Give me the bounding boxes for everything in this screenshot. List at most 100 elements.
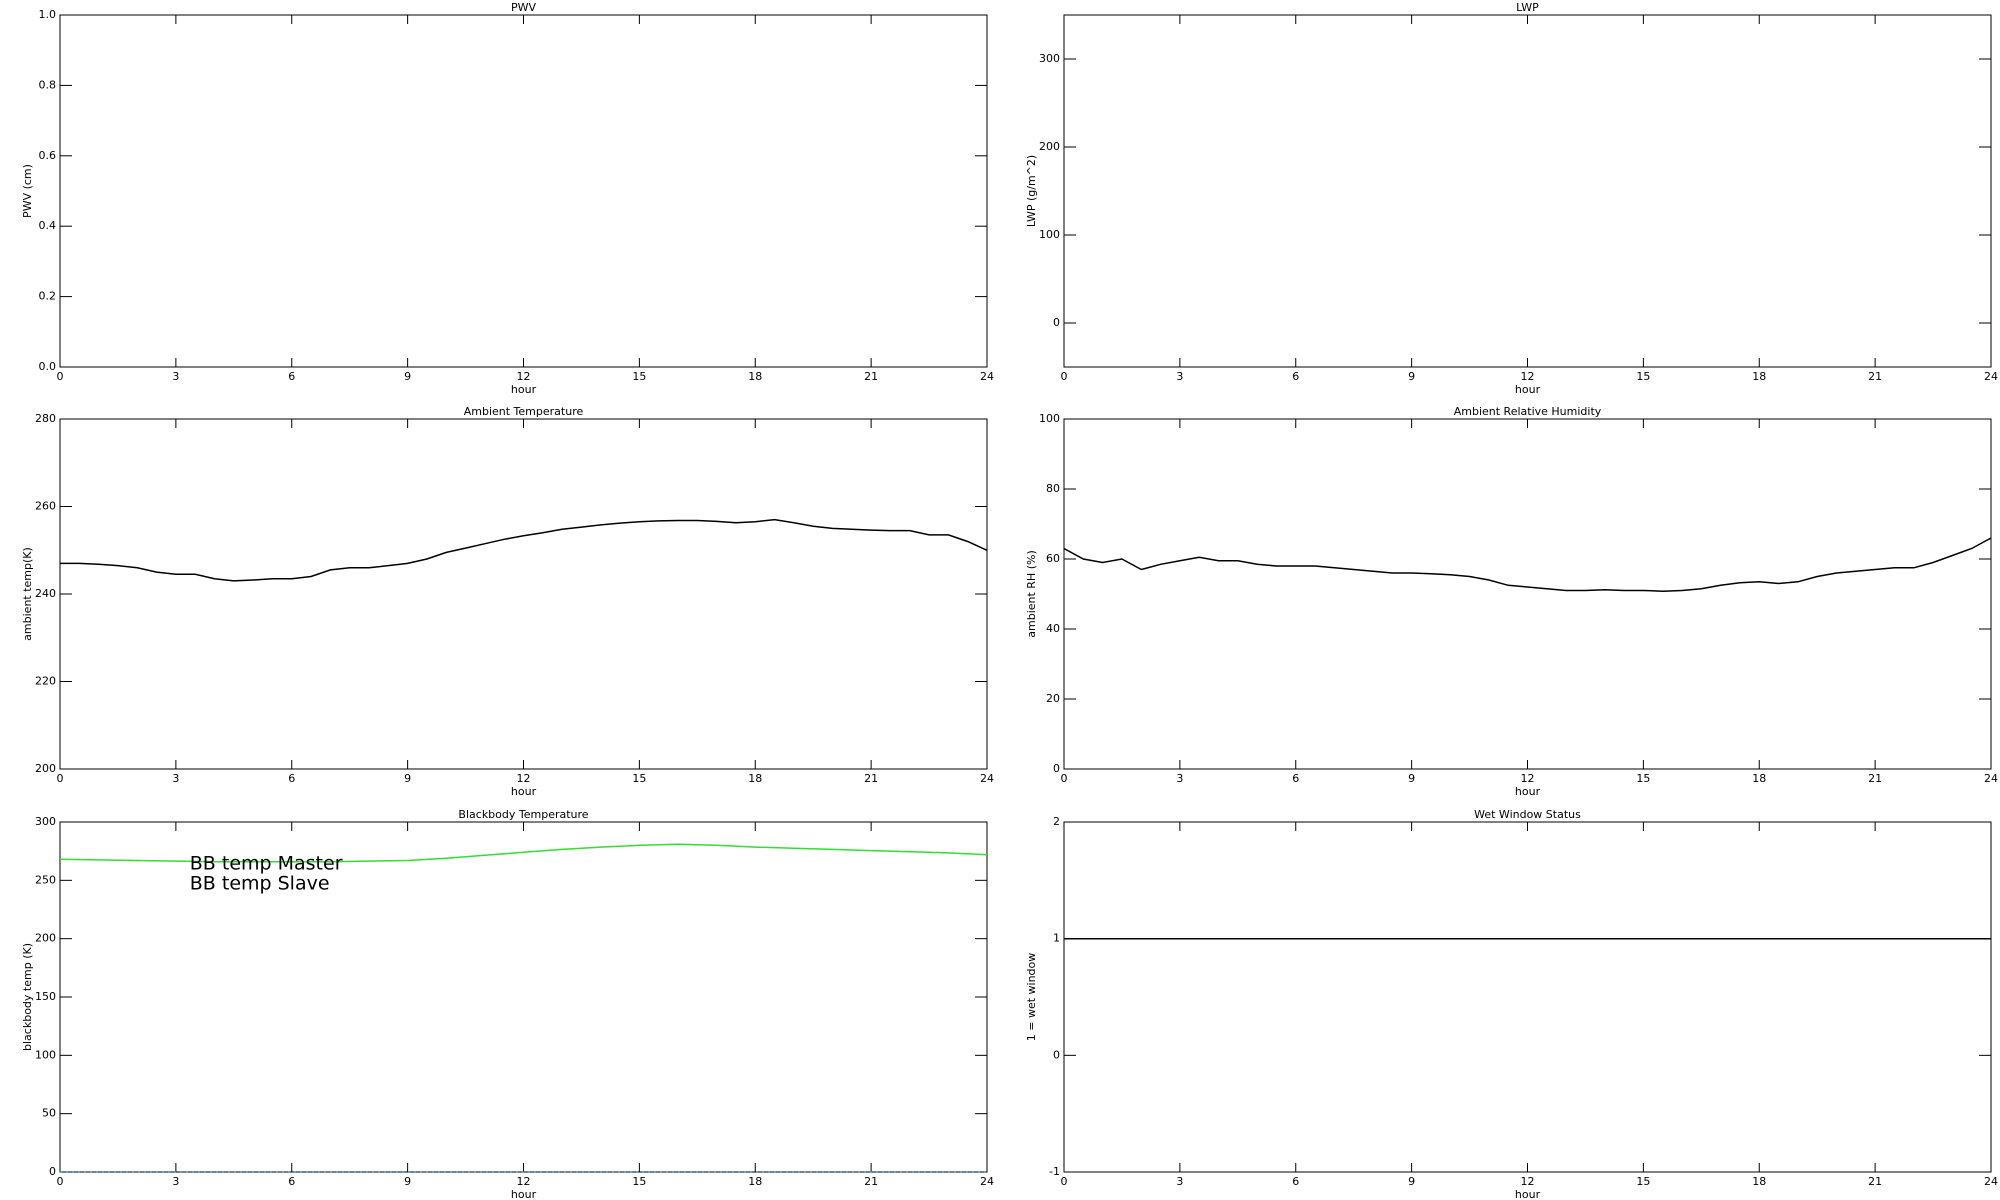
y-tick-label: 220	[35, 675, 56, 688]
legend-entry: BB temp Slave	[190, 873, 330, 895]
chart-title: Ambient Temperature	[464, 405, 584, 418]
y-axis-label: PWV (cm)	[21, 164, 34, 218]
y-tick-label: 1	[1053, 932, 1060, 945]
y-tick-label: 100	[35, 1048, 56, 1061]
y-tick-label: -1	[1049, 1165, 1060, 1178]
legend-entry: BB temp Master	[190, 853, 343, 875]
x-tick-label: 9	[1408, 1175, 1415, 1188]
x-tick-label: 3	[172, 370, 179, 383]
chart-panel: PWV hour PWV (cm) 0 3 6 9 12 15 18 21 24 0.0 0.2 0.4 0.…	[21, 1, 994, 396]
chart-title: Wet Window Status	[1474, 808, 1581, 821]
plot-frame	[1063, 418, 1992, 770]
x-tick-label: 15	[1636, 1175, 1650, 1188]
y-tick-label: 200	[1039, 140, 1060, 153]
y-tick-label: 300	[1039, 52, 1060, 65]
x-tick-label: 21	[864, 1175, 878, 1188]
x-tick-label: 15	[1636, 772, 1650, 785]
x-tick-label: 3	[172, 1175, 179, 1188]
x-tick-label: 6	[288, 1175, 295, 1188]
y-tick-label: 0.6	[39, 149, 57, 162]
y-tick-label: 80	[1046, 482, 1060, 495]
x-tick-label: 6	[288, 772, 295, 785]
y-tick-label: 250	[35, 873, 56, 886]
y-tick-label: 20	[1046, 692, 1060, 705]
x-tick-label: 0	[57, 1175, 64, 1188]
y-tick-label: 0.4	[39, 219, 57, 232]
series-line	[59, 843, 988, 863]
y-axis-label: LWP (g/m^2)	[1025, 155, 1038, 227]
x-tick-label: 24	[980, 1175, 994, 1188]
x-tick-label: 3	[1176, 1175, 1183, 1188]
x-tick-label: 0	[1061, 370, 1068, 383]
x-tick-label: 9	[1408, 370, 1415, 383]
x-tick-label: 12	[517, 772, 531, 785]
x-tick-label: 9	[404, 772, 411, 785]
y-tick-label: 200	[35, 762, 56, 775]
x-tick-label: 3	[172, 772, 179, 785]
chart-panel: Ambient Relative Humidity hour ambient RH …	[1025, 405, 1998, 798]
chart-title: LWP	[1516, 1, 1539, 14]
y-tick-label: 0.2	[39, 290, 57, 303]
y-tick-label: 40	[1046, 622, 1060, 635]
chart-panel: Wet Window Status hour 1 = wet window 0 3 6 9 1…	[1025, 808, 1998, 1200]
y-tick-label: 0.0	[39, 360, 57, 373]
x-tick-label: 6	[288, 370, 295, 383]
x-tick-label: 18	[1752, 370, 1766, 383]
series-line	[60, 518, 988, 582]
y-tick-label: 0.8	[39, 78, 57, 91]
y-tick-label: 1.0	[39, 8, 57, 21]
x-tick-label: 21	[1868, 370, 1882, 383]
x-tick-label: 21	[864, 772, 878, 785]
plot-frame	[1063, 14, 1992, 368]
y-tick-label: 100	[1039, 412, 1060, 425]
y-tick-label: 0	[1053, 316, 1060, 329]
x-tick-label: 6	[1292, 1175, 1299, 1188]
x-tick-label: 12	[1521, 370, 1535, 383]
x-tick-label: 0	[1061, 772, 1068, 785]
x-axis-label: hour	[511, 785, 537, 798]
x-tick-label: 18	[748, 1175, 762, 1188]
x-tick-label: 6	[1292, 370, 1299, 383]
chart-title: Blackbody Temperature	[458, 808, 588, 821]
x-tick-label: 6	[1292, 772, 1299, 785]
x-tick-label: 9	[404, 370, 411, 383]
x-tick-label: 12	[1521, 1175, 1535, 1188]
chart-title: PWV	[511, 1, 537, 14]
x-tick-label: 18	[748, 370, 762, 383]
y-axis-label: ambient temp(K)	[21, 547, 34, 641]
x-tick-label: 12	[1521, 772, 1535, 785]
y-tick-label: 0	[1053, 1048, 1060, 1061]
x-tick-label: 9	[404, 1175, 411, 1188]
series-line	[1063, 537, 1992, 592]
x-axis-label: hour	[511, 1188, 537, 1200]
x-axis-label: hour	[1515, 383, 1541, 396]
y-axis-label: ambient RH (%)	[1025, 550, 1038, 638]
x-tick-label: 24	[1984, 772, 1998, 785]
x-tick-label: 24	[980, 370, 994, 383]
x-tick-label: 0	[57, 772, 64, 785]
chart-title: Ambient Relative Humidity	[1454, 405, 1602, 418]
plot-frame	[59, 418, 988, 770]
x-tick-label: 24	[980, 772, 994, 785]
x-tick-label: 3	[1176, 772, 1183, 785]
x-tick-label: 15	[632, 772, 646, 785]
chart-panel: Ambient Temperature hour ambient temp(K) 0 3…	[21, 405, 994, 798]
y-tick-label: 60	[1046, 552, 1060, 565]
x-axis-label: hour	[1515, 1188, 1541, 1200]
y-tick-label: 280	[35, 412, 56, 425]
y-tick-label: 50	[42, 1107, 56, 1120]
x-tick-label: 18	[748, 772, 762, 785]
x-tick-label: 12	[517, 370, 531, 383]
x-tick-label: 24	[1984, 370, 1998, 383]
plot-frame	[59, 14, 988, 368]
y-tick-label: 240	[35, 587, 56, 600]
plot-frame	[1063, 821, 1992, 1173]
y-axis-label: 1 = wet window	[1025, 953, 1038, 1042]
y-tick-label: 200	[35, 932, 56, 945]
x-axis-label: hour	[511, 383, 537, 396]
x-tick-label: 18	[1752, 772, 1766, 785]
x-tick-label: 18	[1752, 1175, 1766, 1188]
x-tick-label: 21	[864, 370, 878, 383]
y-tick-label: 150	[35, 990, 56, 1003]
